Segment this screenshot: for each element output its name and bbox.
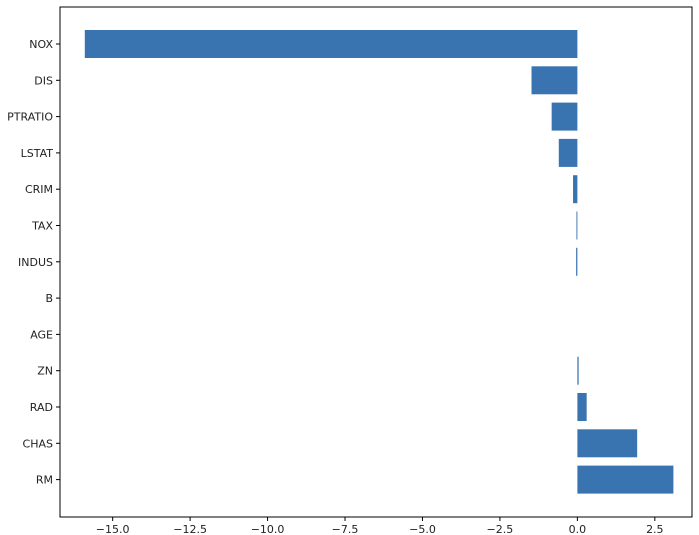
y-tick-label-rm: RM	[36, 474, 53, 487]
x-tick-label: −7.5	[332, 523, 359, 535]
y-tick-label-tax: TAX	[31, 220, 53, 233]
x-tick-label: −5.0	[409, 523, 436, 535]
bars	[84, 30, 674, 494]
x-tick-label: −15.0	[96, 523, 130, 535]
bar-rad	[577, 393, 587, 421]
bar-rm	[577, 465, 674, 494]
bar-crim	[573, 175, 578, 204]
y-tick-label-chas: CHAS	[23, 437, 53, 450]
y-tick-label-indus: INDUS	[18, 256, 53, 269]
bar-dis	[531, 66, 578, 95]
y-tick-label-zn: ZN	[37, 365, 53, 378]
bar-tax	[576, 211, 578, 240]
bar-chas	[577, 429, 638, 458]
x-tick-label: −10.0	[251, 523, 285, 535]
y-tick-label-lstat: LSTAT	[21, 147, 54, 160]
y-tick-labels: NOX DIS PTRATIO LSTAT CRIM TAX INDUS B AGE ZN RAD C…	[7, 38, 53, 487]
x-tick-label: −2.5	[487, 523, 514, 535]
y-tick-label-rad: RAD	[30, 401, 53, 414]
x-tick-label: 2.5	[646, 523, 664, 535]
x-tick-label: 0.0	[569, 523, 587, 535]
bar-lstat	[558, 138, 578, 167]
bar-zn	[577, 356, 579, 385]
bar-ptratio	[551, 102, 578, 131]
y-tick-label-dis: DIS	[34, 74, 53, 87]
y-tick-label-ptratio: PTRATIO	[7, 111, 53, 124]
y-tick-label-age: AGE	[30, 328, 53, 341]
x-tick-labels: −15.0 −12.5 −10.0 −7.5 −5.0 −2.5 0.0 2.5	[96, 523, 664, 535]
y-tick-label-crim: CRIM	[25, 183, 53, 196]
y-tick-label-b: B	[45, 292, 53, 305]
y-tick-label-nox: NOX	[29, 38, 53, 51]
bar-indus	[576, 247, 578, 276]
bar-nox	[84, 30, 578, 58]
x-tick-label: −12.5	[173, 523, 207, 535]
